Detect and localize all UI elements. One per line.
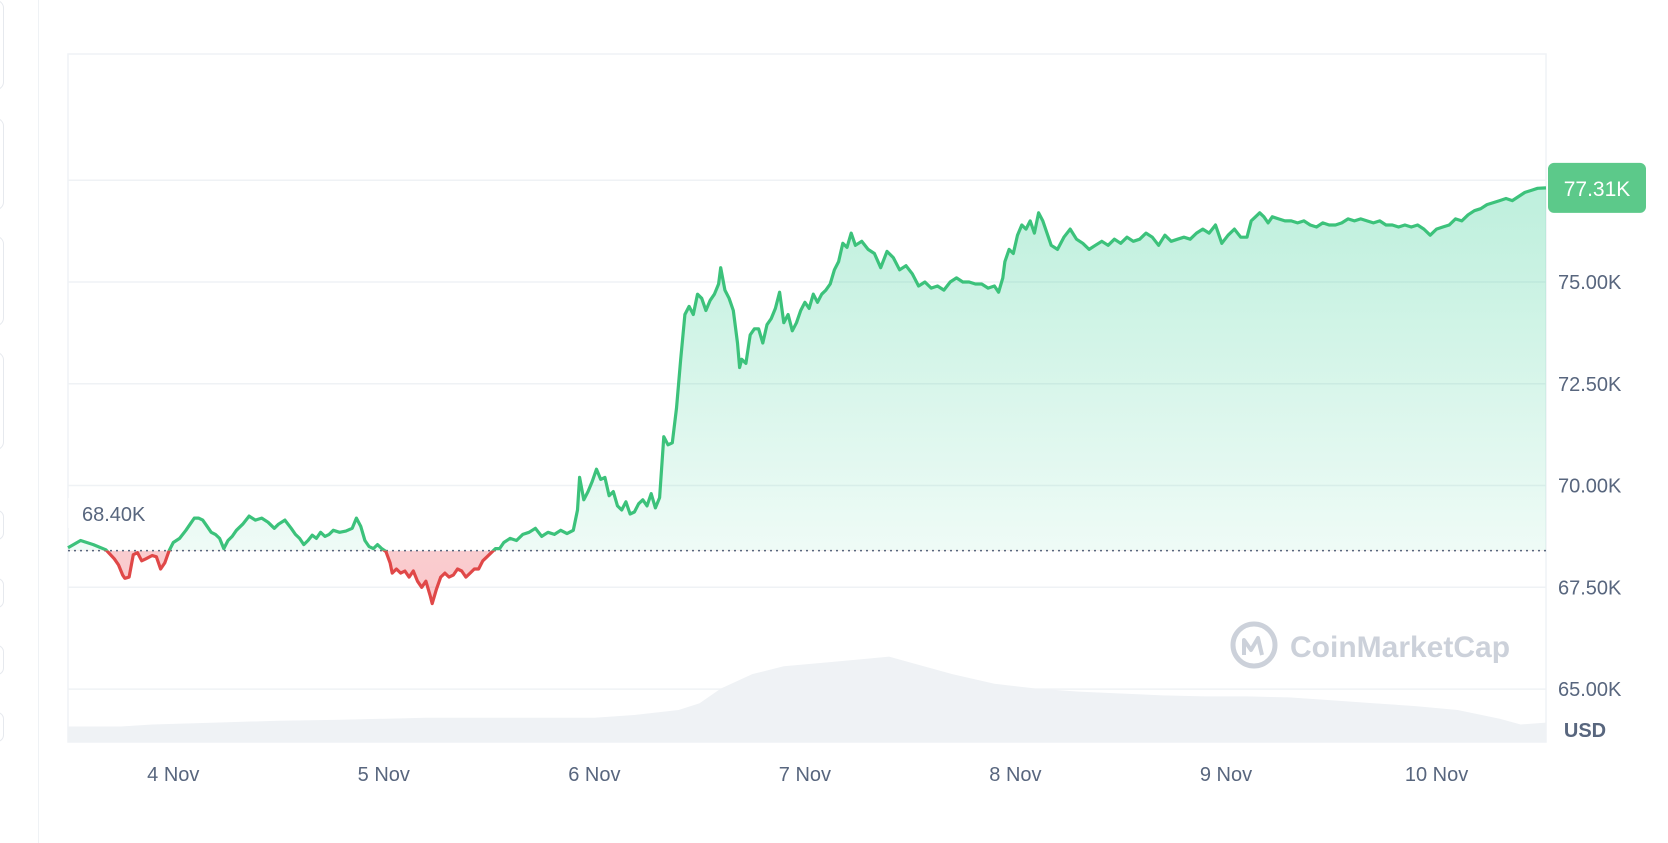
x-tick-label: 8 Nov	[989, 764, 1041, 786]
y-tick-label: 67.50K	[1558, 577, 1622, 599]
current-price-badge: 77.31K	[1548, 162, 1646, 213]
y-tick-label: 70.00K	[1558, 476, 1622, 498]
x-tick-label: 10 Nov	[1405, 764, 1468, 786]
x-tick-label: 5 Nov	[358, 764, 410, 786]
y-tick-label: 65.00K	[1558, 679, 1622, 701]
x-tick-label: 4 Nov	[147, 764, 199, 786]
currency-unit-label: USD	[1564, 720, 1606, 742]
x-axis: 4 Nov 5 Nov 6 Nov 7 Nov 8 Nov 9 Nov 10 Nov	[147, 764, 1468, 786]
coinmarketcap-logo-mark	[1242, 636, 1264, 656]
current-price-label: 77.31K	[1564, 178, 1631, 201]
volume-area	[68, 656, 1546, 742]
reference-label-bg	[68, 498, 168, 528]
x-tick-label: 7 Nov	[779, 764, 831, 786]
price-line-up	[67, 186, 1547, 551]
x-tick-label: 9 Nov	[1200, 764, 1252, 786]
y-tick-label: 72.50K	[1558, 374, 1622, 396]
price-area-up	[68, 187, 1546, 551]
watermark-text: CoinMarketCap	[1290, 631, 1510, 664]
reference-label: 68.40K	[82, 504, 146, 526]
coinmarketcap-logo-icon	[1230, 621, 1278, 669]
left-sidebar-strip	[0, 0, 39, 843]
x-tick-label: 6 Nov	[568, 764, 620, 786]
price-area-down	[68, 550, 1546, 604]
y-axis: 65.00K 67.50K 70.00K 72.50K 75.00K	[1558, 272, 1622, 701]
current-price-badge-bg	[1548, 162, 1646, 213]
watermark: CoinMarketCap	[1230, 621, 1510, 669]
y-tick-label: 75.00K	[1558, 272, 1622, 294]
